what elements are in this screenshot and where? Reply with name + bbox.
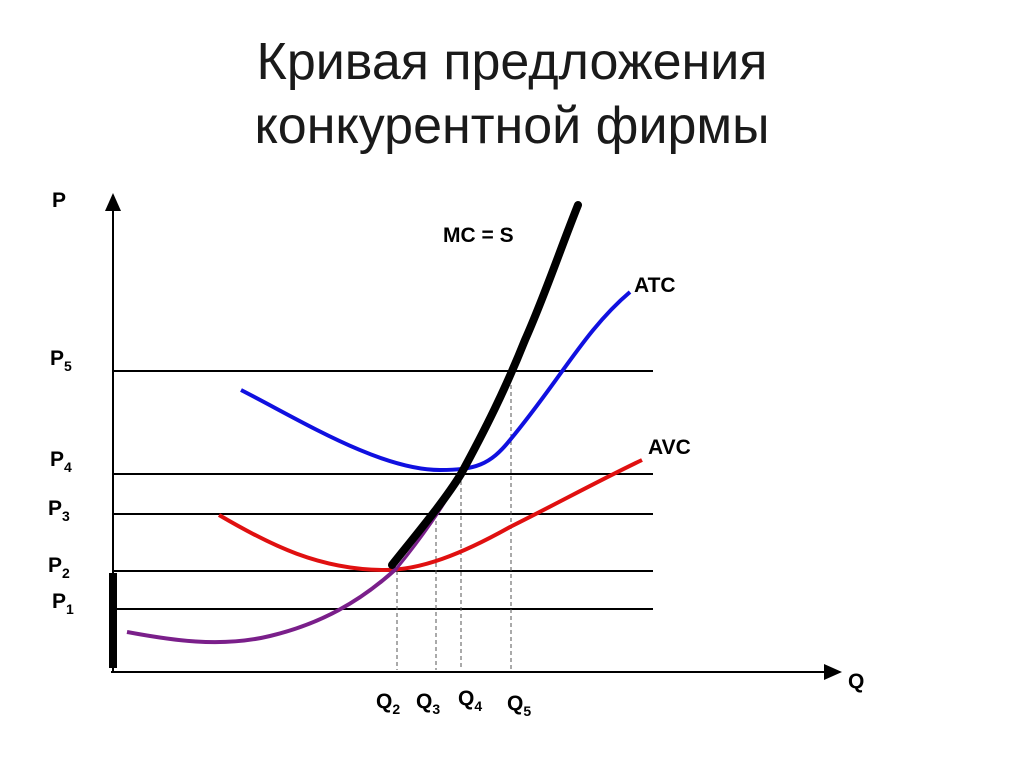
mc-supply-curve bbox=[388, 201, 582, 569]
title-line-1: Кривая предложения bbox=[256, 33, 768, 91]
mc-curve-lower bbox=[126, 566, 399, 645]
atc-curve bbox=[240, 290, 632, 473]
price-label-p3: P3 bbox=[48, 497, 70, 524]
quantity-label-q2: Q2 bbox=[376, 690, 400, 717]
price-label-p2: P2 bbox=[48, 554, 70, 581]
price-label-p1: P1 bbox=[52, 590, 74, 617]
x-axis-label: Q bbox=[848, 670, 864, 693]
mc-label: MC = S bbox=[443, 224, 514, 247]
avc-curve bbox=[217, 458, 643, 573]
y-axis-label: P bbox=[52, 189, 66, 212]
price-label-p5: P5 bbox=[50, 347, 72, 374]
atc-label: ATC bbox=[634, 274, 676, 297]
quantity-label-q5: Q5 bbox=[507, 692, 531, 719]
avc-label: AVC bbox=[648, 436, 691, 459]
quantity-label-q4: Q4 bbox=[458, 687, 482, 714]
slide-title: Кривая предложения конкурентной фирмы bbox=[0, 30, 1024, 158]
quantity-label-q3: Q3 bbox=[416, 690, 440, 717]
title-line-2: конкурентной фирмы bbox=[254, 97, 770, 155]
price-label-p4: P4 bbox=[50, 448, 72, 475]
